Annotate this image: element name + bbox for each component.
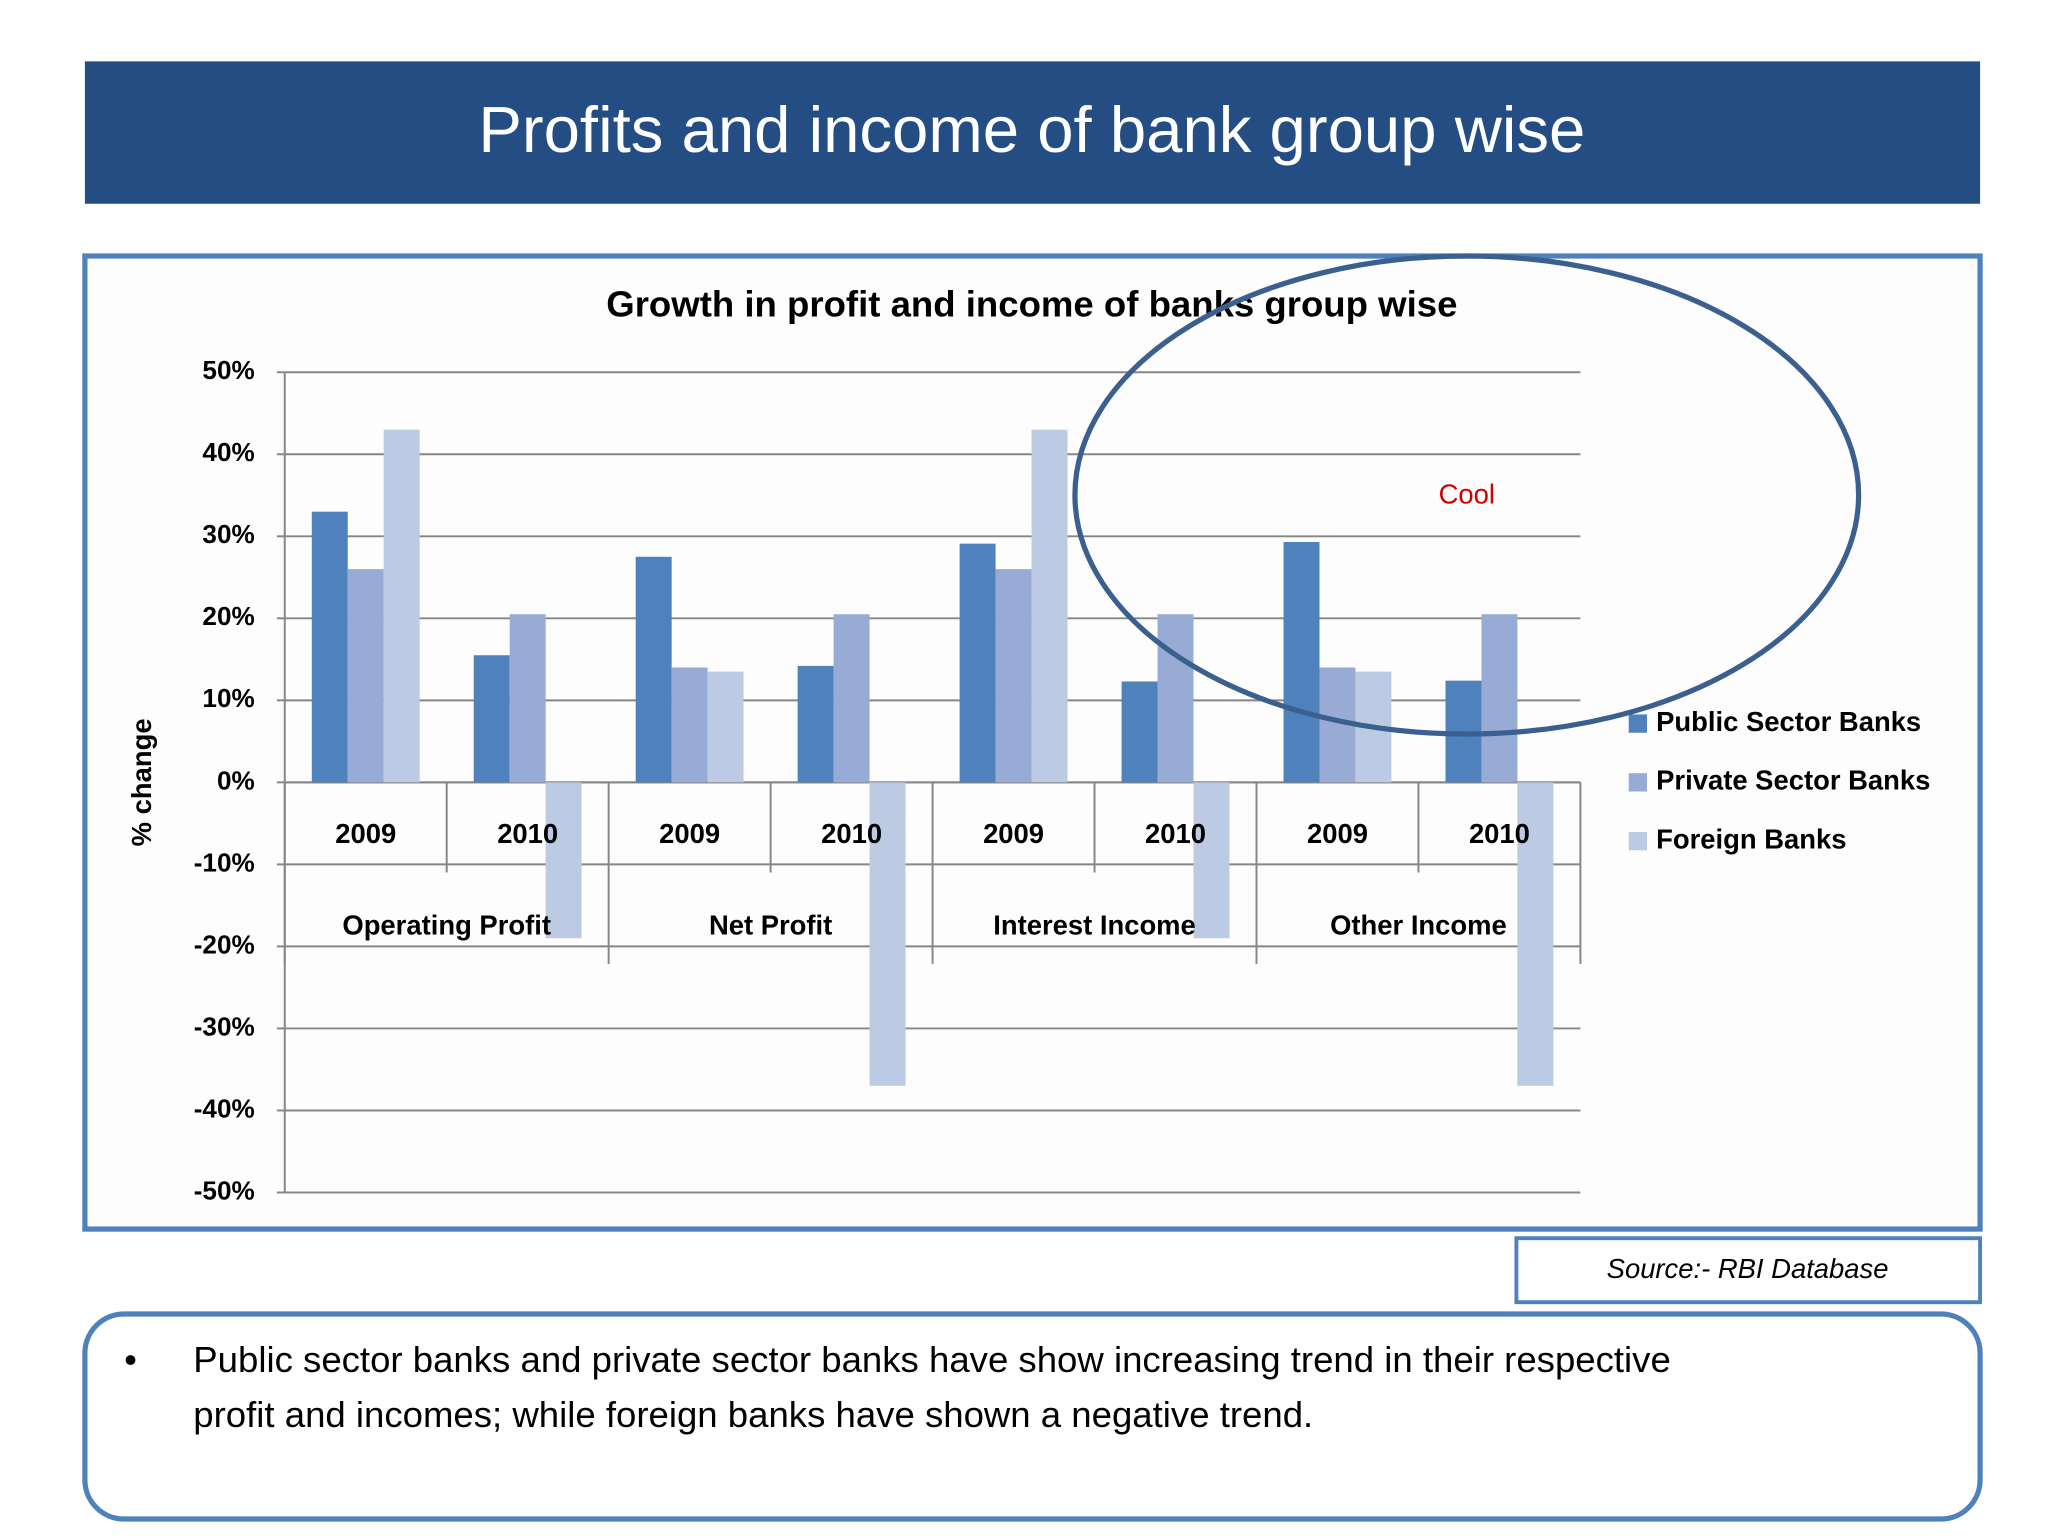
- group-label: Other Income: [1330, 910, 1507, 941]
- y-tick-label: 40%: [202, 437, 254, 467]
- bullet-text: profit and incomes; while foreign banks …: [193, 1394, 1313, 1435]
- bar: [959, 543, 996, 783]
- source-text: Source:- RBI Database: [1607, 1253, 1889, 1284]
- y-tick-label: -20%: [194, 929, 255, 959]
- bar: [707, 671, 744, 783]
- y-tick-label: -30%: [194, 1011, 255, 1041]
- x-tick-label: 2010: [497, 818, 558, 849]
- legend-label: Public Sector Banks: [1656, 706, 1921, 737]
- legend-swatch: [1628, 773, 1648, 792]
- x-tick-label: 2009: [659, 818, 720, 849]
- plot-area: 50% 40% 30% 20% 10% 0% -10% -20% -30% -40% -50% 200…: [194, 355, 1582, 1205]
- bar: [1121, 681, 1158, 783]
- x-tick-label: 2009: [1307, 818, 1368, 849]
- bar: [671, 667, 708, 783]
- bar: [797, 665, 834, 783]
- y-tick-label: 30%: [202, 519, 254, 549]
- y-tick-label: -10%: [194, 847, 255, 877]
- bar: [1193, 782, 1230, 939]
- y-tick-label: -40%: [194, 1093, 255, 1123]
- y-axis-title: % change: [126, 718, 157, 846]
- group-label: Interest Income: [993, 910, 1196, 941]
- y-tick-label: 50%: [202, 355, 254, 385]
- bar: [347, 569, 384, 783]
- bar: [509, 614, 546, 783]
- source-box: [1514, 1236, 1983, 1305]
- bar: [869, 782, 906, 1086]
- annotation-text: Cool: [1439, 479, 1495, 510]
- y-tick-label: 10%: [202, 683, 254, 713]
- bar: [473, 655, 510, 783]
- x-tick-label: 2009: [335, 818, 396, 849]
- group-label: Operating Profit: [342, 910, 551, 941]
- bullet-box: [82, 1311, 1983, 1522]
- x-tick-label: 2010: [1145, 818, 1206, 849]
- x-tick-label: 2010: [1469, 818, 1530, 849]
- legend-swatch: [1628, 714, 1648, 733]
- legend-label: Foreign Banks: [1656, 823, 1846, 854]
- bar: [1283, 542, 1320, 783]
- bar: [545, 782, 582, 939]
- bullet-text: Public sector banks and private sector b…: [193, 1339, 1671, 1380]
- y-tick-label: 20%: [202, 601, 254, 631]
- bar: [311, 511, 348, 783]
- y-tick-label: -50%: [194, 1175, 255, 1205]
- chart-title: Growth in profit and income of banks gro…: [606, 284, 1457, 325]
- legend-label: Private Sector Banks: [1656, 765, 1930, 796]
- legend-swatch: [1628, 832, 1648, 851]
- bar: [1481, 614, 1518, 783]
- bar: [995, 569, 1032, 783]
- group-label: Net Profit: [709, 910, 832, 941]
- x-tick-label: 2010: [821, 818, 882, 849]
- bar: [383, 429, 420, 783]
- bar: [1031, 429, 1068, 783]
- y-tick-label: 0%: [217, 765, 255, 795]
- bar: [1517, 782, 1554, 1086]
- slide-title: Profits and income of bank group wise: [478, 93, 1585, 166]
- annotation-ellipse: [1072, 253, 1862, 737]
- x-tick-label: 2009: [983, 818, 1044, 849]
- bar: [635, 556, 672, 783]
- bullet-symbol: •: [124, 1339, 137, 1380]
- bar: [833, 614, 870, 783]
- title-banner: [84, 61, 1981, 204]
- bar: [1157, 614, 1194, 783]
